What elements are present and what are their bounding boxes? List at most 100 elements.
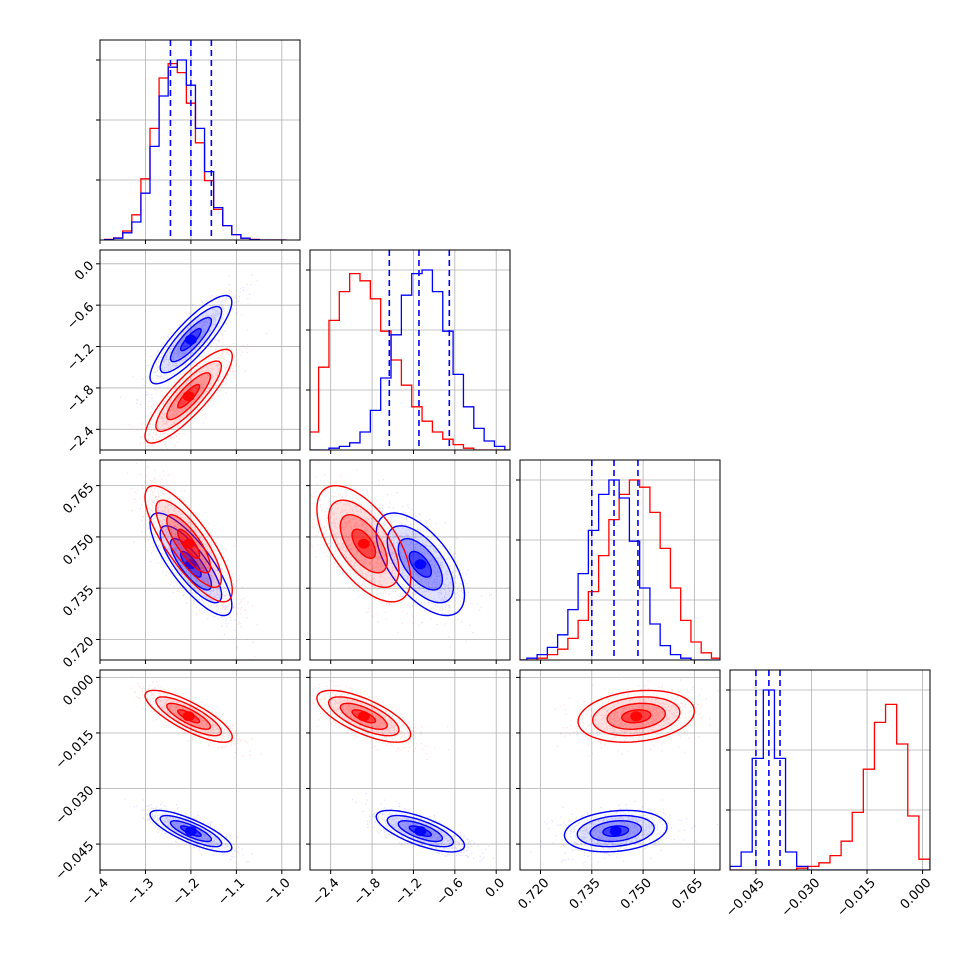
panel-body <box>310 250 510 450</box>
panel-body <box>100 670 300 870</box>
x-tick-label: −1.4 <box>79 876 112 909</box>
panel-3-0: −0.045 −0.030 −0.015 0.000 −1.4 −1.3 −1.2 −1.1−… <box>53 669 301 909</box>
panel-frame <box>519 459 721 661</box>
density-blue <box>124 798 253 863</box>
density-red <box>127 329 268 450</box>
density-peak <box>182 391 195 402</box>
x-tick-label: −0.6 <box>434 876 467 909</box>
panel-body <box>100 40 300 240</box>
x-tick-label: −0.030 <box>779 876 824 921</box>
contour <box>144 485 234 603</box>
x-tick-label: −1.2 <box>170 876 203 909</box>
y-tick-label: 0.720 <box>60 634 97 671</box>
contour <box>577 689 696 743</box>
panel-frame <box>99 459 301 661</box>
density-red <box>310 680 450 761</box>
x-tick-label: −1.2 <box>392 876 425 909</box>
contour <box>149 512 233 617</box>
histogram-red <box>310 272 510 450</box>
y-tick-label: −0.015 <box>53 728 98 773</box>
x-tick-label: −1.8 <box>351 876 384 909</box>
contour <box>563 809 668 853</box>
panel-frame <box>309 249 511 451</box>
contour <box>375 809 466 853</box>
x-tick-label: 0.750 <box>618 876 655 913</box>
histogram-blue <box>730 689 930 870</box>
panel-frame <box>99 249 301 451</box>
x-tick-label: −1.1 <box>215 876 248 909</box>
y-tick-label: 0.750 <box>60 532 97 569</box>
contour <box>149 294 233 385</box>
y-tick-label: −0.045 <box>53 839 98 884</box>
panel-2-1 <box>306 459 511 664</box>
density-blue <box>530 799 719 867</box>
panel-frame <box>99 39 301 241</box>
x-tick-label: 0.720 <box>515 876 552 913</box>
panel-3-3: −0.045 −0.030 −0.015 0.000 <box>723 669 935 921</box>
panel-body <box>730 670 930 870</box>
density-red <box>310 461 434 633</box>
x-tick-label: 0.0 <box>483 876 508 901</box>
panel-body <box>100 250 300 450</box>
panel-frame <box>99 669 301 871</box>
contour <box>144 348 234 444</box>
panel-2-2 <box>516 459 721 664</box>
x-tick-label: 0.765 <box>669 876 706 913</box>
panel-body <box>100 460 300 660</box>
x-tick-label: −0.015 <box>834 876 879 921</box>
density-peak <box>630 711 643 722</box>
density-peak <box>609 826 622 837</box>
y-tick-label: −2.4 <box>64 424 97 457</box>
panel-1-0: −2.4 −1.8 −1.2 −0.6 0.0 <box>64 249 301 457</box>
density-blue <box>119 274 258 410</box>
density-peak <box>182 538 195 549</box>
panel-2-0: 0.720 0.735 0.750 0.765 <box>60 459 301 671</box>
x-tick-label: −1.0 <box>261 876 294 909</box>
x-tick-label: −0.045 <box>723 876 768 921</box>
density-peak <box>184 334 197 345</box>
y-tick-label: 0.000 <box>60 672 97 709</box>
contour <box>149 809 233 853</box>
contour <box>316 689 412 743</box>
x-tick-label: −1.3 <box>124 876 157 909</box>
y-tick-label: 0.0 <box>72 258 97 283</box>
x-tick-label: −2.4 <box>310 876 343 909</box>
scatter-points <box>127 463 256 658</box>
panel-body <box>310 460 510 660</box>
contour <box>144 689 234 743</box>
panel-frame <box>309 669 511 871</box>
y-tick-label: −0.6 <box>64 300 97 333</box>
y-tick-label: 0.765 <box>60 480 97 517</box>
density-red <box>127 463 256 658</box>
panel-frame <box>519 669 721 871</box>
density-peak <box>414 559 427 570</box>
panel-body <box>310 670 510 870</box>
panel-body <box>520 460 720 660</box>
histogram-blue <box>310 269 510 450</box>
density-peak <box>357 538 370 549</box>
density-blue <box>352 793 495 862</box>
panel-body <box>520 670 720 870</box>
scatter-points <box>530 799 719 867</box>
x-tick-label: 0.735 <box>567 876 604 913</box>
density-peak <box>184 826 197 837</box>
panel-1-1 <box>306 249 511 454</box>
density-peak <box>414 826 427 837</box>
panel-0-0 <box>96 39 301 244</box>
y-tick-label: −0.030 <box>53 783 98 828</box>
density-red <box>131 675 262 759</box>
density-peak <box>182 711 195 722</box>
histogram-red <box>730 703 930 870</box>
y-tick-label: 0.735 <box>60 583 97 620</box>
y-tick-label: −1.2 <box>64 341 97 374</box>
contour <box>316 485 412 603</box>
panel-3-1: −2.4 −1.8 −1.2 −0.6 0.0 <box>306 669 511 909</box>
density-peak <box>357 711 370 722</box>
panel-frame <box>309 459 511 661</box>
histogram-blue <box>103 59 287 240</box>
density-red <box>554 673 719 757</box>
panel-3-2: 0.720 0.735 0.750 0.765 <box>515 669 721 913</box>
y-tick-label: −1.8 <box>64 383 97 416</box>
x-tick-label: 0.000 <box>898 876 935 913</box>
